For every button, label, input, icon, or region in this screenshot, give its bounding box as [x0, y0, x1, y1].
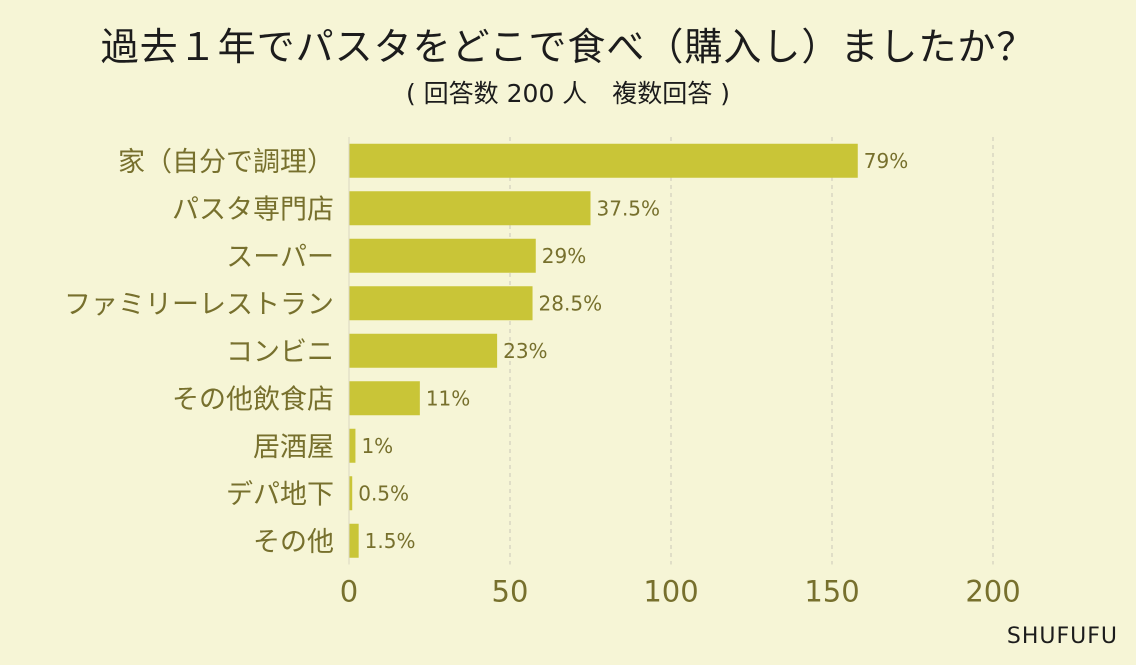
value-label: 37.5% [597, 196, 661, 220]
value-label: 28.5% [539, 291, 603, 315]
category-label: コンビニ [226, 337, 334, 368]
x-tick-label: 100 [643, 575, 698, 609]
value-label: 29% [542, 244, 586, 268]
category-label: 居酒屋 [253, 432, 334, 463]
value-label: 23% [503, 339, 547, 363]
bar [349, 333, 498, 368]
bar [349, 523, 359, 558]
bar [349, 476, 353, 511]
x-tick-label: 200 [965, 575, 1020, 609]
bar [349, 191, 591, 226]
value-label: 1% [361, 434, 393, 458]
x-tick-label: 150 [804, 575, 859, 609]
bar [349, 143, 858, 178]
bar [349, 286, 533, 321]
value-label: 79% [864, 149, 908, 173]
category-label: デパ地下 [226, 479, 334, 510]
x-tick-label: 50 [492, 575, 529, 609]
brand-label: SHUFUFU [1006, 624, 1118, 649]
category-label: その他飲食店 [172, 384, 334, 415]
x-tick-label: 0 [340, 575, 358, 609]
chart-subtitle: ( 回答数 200 人 複数回答 ) [405, 79, 730, 108]
bar [349, 381, 420, 416]
bar [349, 238, 536, 273]
category-label: パスタ専門店 [172, 194, 334, 225]
category-label: ファミリーレストラン [64, 289, 334, 320]
value-label: 1.5% [365, 529, 416, 553]
value-label: 11% [426, 386, 470, 410]
bar [349, 428, 356, 463]
category-label: その他 [253, 527, 334, 558]
category-label: スーパー [226, 242, 334, 273]
category-label: 家（自分で調理） [118, 147, 334, 178]
chart-title: 過去１年でパスタをどこで食べ（購入し）ましたか？ [100, 25, 1036, 69]
value-label: 0.5% [358, 481, 409, 505]
